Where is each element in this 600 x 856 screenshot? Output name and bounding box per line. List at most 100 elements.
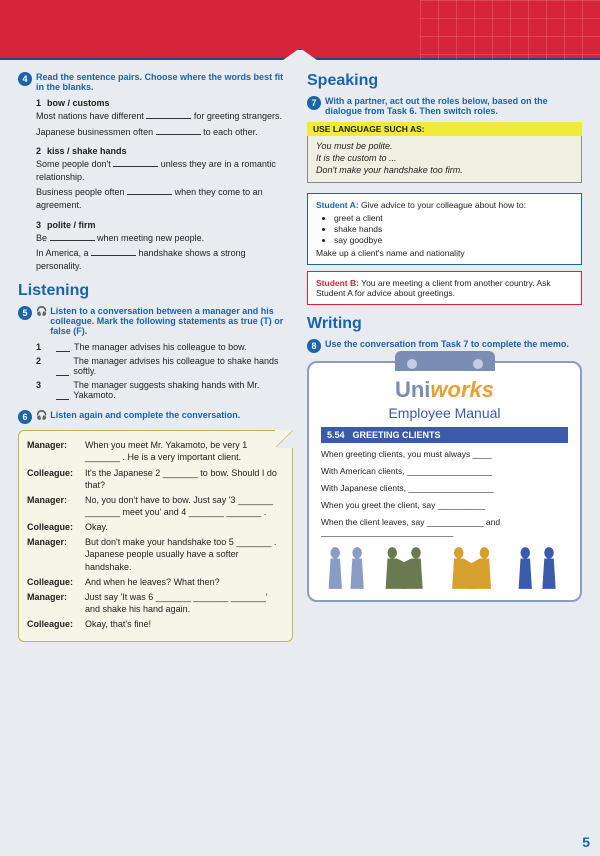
blank[interactable] bbox=[91, 247, 136, 256]
headphone-icon: 🎧 bbox=[36, 410, 47, 421]
t: Some people don't bbox=[36, 159, 113, 169]
ex7-number: 7 bbox=[307, 96, 321, 110]
manual-line[interactable]: When the client leaves, say ____________… bbox=[321, 517, 568, 537]
bar-text: GREETING CLIENTS bbox=[353, 430, 441, 440]
t: when meeting new people. bbox=[95, 233, 205, 243]
blank[interactable] bbox=[127, 186, 172, 195]
bullet: shake hands bbox=[334, 224, 573, 234]
t: Japanese businessmen often bbox=[36, 127, 156, 137]
blank[interactable] bbox=[56, 380, 69, 400]
people-silhouettes bbox=[321, 544, 568, 592]
role-a-list: greet a client shake hands say goodbye bbox=[334, 213, 573, 245]
ex5-number: 5 bbox=[18, 306, 32, 320]
conversation-row: Colleague:And when he leaves? What then? bbox=[27, 576, 284, 588]
t: The manager advises his colleague to sha… bbox=[73, 356, 293, 376]
employee-manual: Uniworks Employee Manual 5.54 GREETING C… bbox=[307, 361, 582, 602]
brand-works: works bbox=[430, 377, 494, 402]
role-a-label: Student A: bbox=[316, 200, 359, 210]
t: Business people often bbox=[36, 187, 127, 197]
t: In America, a bbox=[36, 248, 91, 258]
ex4-1-title: bow / customs bbox=[47, 98, 110, 108]
ex4-2-title: kiss / shake hands bbox=[47, 146, 127, 156]
blank[interactable] bbox=[50, 232, 95, 241]
ex4-item-2: 2kiss / shake hands Some people don't un… bbox=[36, 146, 293, 211]
blank[interactable] bbox=[56, 342, 70, 352]
ex4-item-3: 3 polite / firm Be when meeting new peopl… bbox=[36, 220, 293, 273]
right-column: Speaking 7 With a partner, act out the r… bbox=[307, 72, 582, 642]
dialogue-text: Just say 'It was 6 _______ _______ _____… bbox=[85, 591, 284, 615]
blank[interactable] bbox=[56, 356, 69, 376]
brand-uni: Uni bbox=[395, 377, 430, 402]
headphone-icon: 🎧 bbox=[36, 306, 47, 317]
dialogue-text: Okay. bbox=[85, 521, 108, 533]
speaker-label: Colleague: bbox=[27, 618, 85, 630]
manual-line[interactable]: When you greet the client, say _________… bbox=[321, 500, 568, 510]
blank[interactable] bbox=[146, 110, 191, 119]
speaking-heading: Speaking bbox=[307, 72, 582, 90]
manual-line[interactable]: With American clients, _________________… bbox=[321, 466, 568, 476]
speaker-label: Manager: bbox=[27, 494, 85, 518]
language-box: You must be polite. It is the custom to … bbox=[307, 136, 582, 183]
conversation-row: Manager:But don't make your handshake to… bbox=[27, 536, 284, 572]
dialogue-text: It's the Japanese 2 _______ to bow. Shou… bbox=[85, 467, 284, 491]
conversation-row: Manager:Just say 'It was 6 _______ _____… bbox=[27, 591, 284, 615]
conversation-row: Colleague:Okay. bbox=[27, 521, 284, 533]
lang-3: Don't make your handshake too firm. bbox=[316, 165, 573, 175]
page-content: 4 Read the sentence pairs. Choose where … bbox=[0, 60, 600, 652]
conversation-row: Manager:When you meet Mr. Yakamoto, be v… bbox=[27, 439, 284, 463]
dialogue-text: But don't make your handshake too 5 ____… bbox=[85, 536, 284, 572]
ex4-2-num: 2 bbox=[36, 146, 41, 156]
conversation-row: Manager:No, you don't have to bow. Just … bbox=[27, 494, 284, 518]
page-header bbox=[0, 0, 600, 60]
bullet: greet a client bbox=[334, 213, 573, 223]
ex6-number: 6 bbox=[18, 410, 32, 424]
ex8-text: Use the conversation from Task 7 to comp… bbox=[325, 339, 582, 349]
speaker-label: Colleague: bbox=[27, 467, 85, 491]
dialogue-text: No, you don't have to bow. Just say '3 _… bbox=[85, 494, 284, 518]
ex4-3-num: 3 bbox=[36, 220, 41, 230]
t: Be bbox=[36, 233, 50, 243]
t: The manager advises his colleague to bow… bbox=[74, 342, 247, 352]
ex7-instruction: 7 With a partner, act out the roles belo… bbox=[307, 96, 582, 116]
dialogue-text: Okay, that's fine! bbox=[85, 618, 151, 630]
listening-heading: Listening bbox=[18, 282, 293, 300]
dialogue-text: And when he leaves? What then? bbox=[85, 576, 220, 588]
silhouette-icon bbox=[321, 544, 568, 592]
blank[interactable] bbox=[156, 126, 201, 135]
ex8-number: 8 bbox=[307, 339, 321, 353]
role-a-foot: Make up a client's name and nationality bbox=[316, 248, 573, 258]
left-column: 4 Read the sentence pairs. Choose where … bbox=[18, 72, 293, 642]
manual-title: Uniworks bbox=[321, 377, 568, 403]
ex4-text: Read the sentence pairs. Choose where th… bbox=[36, 72, 293, 92]
dialogue-text: When you meet Mr. Yakamoto, be very 1 __… bbox=[85, 439, 284, 463]
blank[interactable] bbox=[113, 158, 158, 167]
student-b-box: Student B: You are meeting a client from… bbox=[307, 271, 582, 305]
speaker-label: Manager: bbox=[27, 536, 85, 572]
t: to each other. bbox=[201, 127, 258, 137]
n: 1 bbox=[36, 342, 46, 352]
ex7-text: With a partner, act out the roles below,… bbox=[325, 96, 582, 116]
role-b-label: Student B: bbox=[316, 278, 359, 288]
bullet: say goodbye bbox=[334, 235, 573, 245]
student-a-box: Student A: Give advice to your colleague… bbox=[307, 193, 582, 265]
ex5-item-3: 3 The manager suggests shaking hands wit… bbox=[36, 380, 293, 400]
ex4-3-title: polite / firm bbox=[47, 220, 96, 230]
conversation-row: Colleague:Okay, that's fine! bbox=[27, 618, 284, 630]
page-number: 5 bbox=[582, 834, 590, 850]
ex5-instruction: 5 🎧 Listen to a conversation between a m… bbox=[18, 306, 293, 336]
lang-2: It is the custom to ... bbox=[316, 153, 573, 163]
manual-line[interactable]: When greeting clients, you must always _… bbox=[321, 449, 568, 459]
ex5-item-1: 1 The manager advises his colleague to b… bbox=[36, 342, 293, 352]
writing-heading: Writing bbox=[307, 315, 582, 333]
t: Most nations have different bbox=[36, 111, 146, 121]
bar-num: 5.54 bbox=[327, 430, 345, 440]
language-label: USE LANGUAGE SUCH AS: bbox=[307, 122, 582, 136]
role-a-text: Give advice to your colleague about how … bbox=[359, 200, 526, 210]
speaker-label: Colleague: bbox=[27, 521, 85, 533]
manual-line[interactable]: With Japanese clients, _________________… bbox=[321, 483, 568, 493]
ex4-1-num: 1 bbox=[36, 98, 41, 108]
ex4-number: 4 bbox=[18, 72, 32, 86]
ex4-instruction: 4 Read the sentence pairs. Choose where … bbox=[18, 72, 293, 92]
speaker-label: Manager: bbox=[27, 439, 85, 463]
ex6-instruction: 6 🎧 Listen again and complete the conver… bbox=[18, 410, 293, 424]
